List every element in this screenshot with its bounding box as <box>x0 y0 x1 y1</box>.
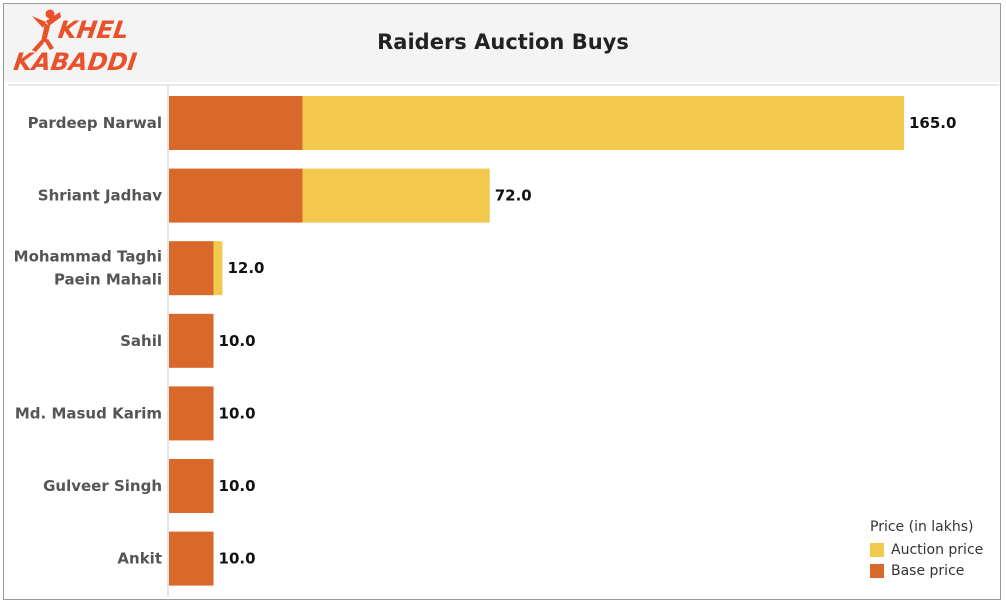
bar-base-5 <box>169 459 214 513</box>
legend-label-auction: Auction price <box>891 541 984 558</box>
category-label-1: Shriant Jadhav <box>38 187 162 205</box>
value-label-3: 10.0 <box>219 332 256 350</box>
khel-kabaddi-logo: KHEL KABADDI <box>12 9 139 76</box>
value-labels: 165.0 72.0 12.0 10.0 10.0 10.0 10.0 <box>219 114 957 568</box>
bar-base-2 <box>169 241 214 296</box>
value-label-4: 10.0 <box>219 404 256 422</box>
category-label-6: Ankit <box>117 550 162 568</box>
bar-base-6 <box>169 531 214 586</box>
value-label-2: 12.0 <box>227 259 264 277</box>
legend-item-auction-price: Auction price <box>870 539 983 560</box>
legend: Price (in lakhs) Auction price Base pric… <box>870 519 983 581</box>
header-bar <box>4 4 1000 82</box>
bars-group <box>169 96 904 586</box>
value-label-6: 10.0 <box>219 550 256 568</box>
legend-item-base-price: Base price <box>870 560 983 581</box>
category-label-5: Gulveer Singh <box>43 477 162 495</box>
logo-line1: KHEL <box>56 16 130 44</box>
category-labels: Pardeep Narwal Shriant Jadhav Mohammad Tag… <box>14 114 163 568</box>
value-label-5: 10.0 <box>219 477 256 495</box>
bar-base-0 <box>169 96 303 150</box>
chart-title: Raiders Auction Buys <box>377 30 629 54</box>
category-label-2-0: Mohammad Taghi <box>14 248 162 266</box>
bar-auction-1 <box>302 168 490 223</box>
legend-swatch-base <box>870 563 884 578</box>
bar-auction-2 <box>213 241 223 296</box>
bar-base-3 <box>169 313 214 368</box>
bar-base-4 <box>169 386 214 441</box>
legend-title: Price (in lakhs) <box>870 519 974 535</box>
legend-swatch-auction <box>870 542 884 557</box>
runner-icon <box>32 9 61 52</box>
category-label-2-1: Paein Mahali <box>54 271 162 289</box>
category-label-0: Pardeep Narwal <box>28 114 162 132</box>
category-label-3: Sahil <box>120 332 162 350</box>
value-label-0: 165.0 <box>909 114 956 132</box>
logo-line2: KABADDI <box>12 48 139 76</box>
value-label-1: 72.0 <box>495 187 532 205</box>
category-label-4: Md. Masud Karim <box>15 404 162 422</box>
bar-base-1 <box>169 168 303 223</box>
legend-label-base: Base price <box>891 562 965 579</box>
bar-auction-0 <box>302 96 904 150</box>
